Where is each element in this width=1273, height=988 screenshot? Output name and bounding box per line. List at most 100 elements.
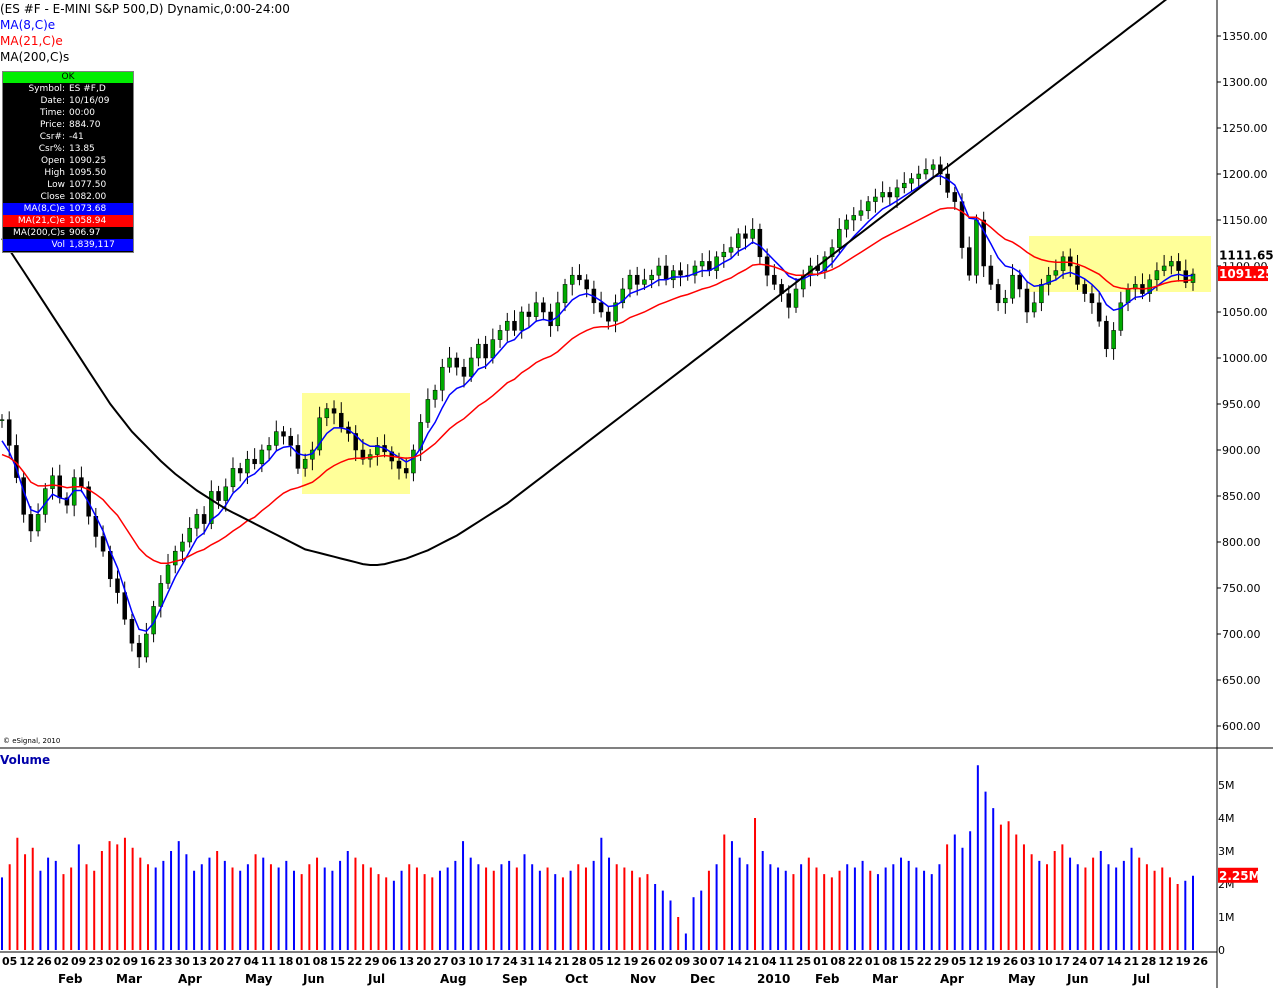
date-day-label: 13 — [192, 955, 207, 968]
cursor-row-key: Symbol: — [28, 84, 65, 94]
candle-body — [930, 164, 936, 170]
date-month-label: 2010 — [757, 972, 790, 986]
date-day-label: 02 — [54, 955, 69, 968]
candle-body — [396, 460, 402, 469]
chart-title: (ES #F - E-MINI S&P 500,D) Dynamic,0:00-… — [0, 2, 290, 16]
price-tick-label: 1300.00 — [1222, 76, 1268, 89]
cursor-row-value: ES #F,D — [69, 84, 106, 94]
date-day-label: 15 — [330, 955, 345, 968]
candle-body — [1133, 284, 1138, 290]
candle-body — [1147, 279, 1152, 294]
date-day-label: 23 — [157, 955, 172, 968]
date-day-label: 07 — [710, 955, 725, 968]
candle-body — [1031, 302, 1037, 313]
candle-body — [1118, 302, 1124, 331]
price-tick-label: 1250.00 — [1222, 122, 1268, 135]
date-day-label: 26 — [1003, 955, 1019, 968]
candle-body — [1125, 288, 1131, 304]
candle-body — [403, 468, 409, 474]
ma-line-ma200 — [1, 0, 1168, 566]
candle-body — [468, 357, 474, 377]
date-day-label: 16 — [140, 955, 156, 968]
date-day-label: 08 — [882, 955, 897, 968]
candle-body — [165, 564, 171, 584]
cursor-ok-button[interactable]: OK — [3, 72, 133, 83]
volume-title: Volume — [0, 753, 51, 767]
candle-body — [136, 642, 142, 658]
candle-body — [360, 449, 366, 460]
candle-body — [216, 491, 221, 501]
candle-body — [981, 219, 986, 267]
date-month-label: Apr — [940, 972, 964, 986]
date-month-label: Jun — [302, 972, 325, 986]
candle-body — [454, 357, 459, 368]
date-day-label: 09 — [675, 955, 690, 968]
cursor-row-key: Csr%: — [38, 144, 65, 154]
candle-body — [497, 330, 503, 340]
date-day-label: 12 — [19, 955, 34, 968]
date-day-label: 02 — [106, 955, 121, 968]
cursor-row-key: High — [44, 168, 65, 178]
candle-body — [281, 431, 286, 437]
moving-average-lines — [1, 0, 1194, 633]
candle-body — [995, 284, 1001, 304]
candle-body — [909, 178, 914, 184]
candle-body — [938, 164, 943, 175]
candle-body — [1082, 284, 1087, 294]
cursor-row-key: Vol — [51, 240, 65, 250]
cursor-row-value: 1073.68 — [69, 204, 107, 214]
date-day-label: 08 — [830, 955, 845, 968]
candle-body — [259, 449, 265, 465]
cursor-row: Low 1077.50 — [3, 179, 133, 191]
date-day-label: 21 — [744, 955, 759, 968]
date-day-label: 05 — [589, 955, 604, 968]
date-day-label: 01 — [865, 955, 880, 968]
candle-body — [237, 468, 243, 474]
candle-body — [1024, 288, 1030, 313]
candle-body — [959, 201, 965, 248]
cursor-row-key: MA(21,C)e — [17, 216, 65, 226]
candle-body — [1039, 284, 1044, 304]
date-day-label: 01 — [295, 955, 310, 968]
candle-body — [461, 366, 467, 377]
date-day-label: 20 — [416, 955, 432, 968]
cursor-row-value: 1082.00 — [69, 192, 107, 202]
candle-body — [577, 274, 582, 281]
date-day-label: 06 — [382, 955, 398, 968]
date-day-label: 04 — [761, 955, 777, 968]
date-month-label: Jul — [367, 972, 385, 986]
last-value-labels: 1111.65 1091.25 2.25M — [1218, 247, 1273, 883]
price-tick-label: 1000.00 — [1222, 352, 1268, 365]
candle-body — [129, 619, 135, 644]
candle-body — [1060, 256, 1066, 271]
price-tick-label: 1200.00 — [1222, 168, 1268, 181]
cursor-row-key: MA(200,C)s — [13, 228, 65, 238]
candle-body — [887, 192, 893, 198]
date-month-label: Feb — [815, 972, 840, 986]
cursor-row-key: Low — [47, 180, 65, 190]
volume-bars — [1, 765, 1194, 950]
candle-body — [642, 279, 647, 285]
date-day-label: 26 — [1193, 955, 1209, 968]
date-day-label: 07 — [1089, 955, 1104, 968]
date-day-label: 31 — [520, 955, 535, 968]
date-day-label: 05 — [951, 955, 966, 968]
candle-body — [844, 219, 849, 230]
date-day-label: 13 — [399, 955, 414, 968]
candle-body — [1096, 302, 1102, 322]
cursor-row: Date: 10/16/09 — [3, 95, 133, 107]
cursor-info-panel[interactable]: OK Symbol: ES #F,D Date: 10/16/09 Time: 00:00… — [2, 71, 134, 253]
cursor-row: Time: 00:00 — [3, 107, 133, 119]
price-tick-label: 900.00 — [1222, 444, 1261, 457]
volume-tick-label: 4M — [1218, 812, 1235, 825]
candle-body — [988, 265, 994, 285]
price-tick-label: 700.00 — [1222, 628, 1261, 641]
candle-body — [916, 173, 921, 179]
date-day-label: 02 — [658, 955, 673, 968]
last-price-label: 1091.25 — [1219, 267, 1273, 281]
date-day-label: 08 — [313, 955, 328, 968]
legend-ma8: MA(8,C)e — [0, 18, 56, 32]
candle-body — [692, 265, 698, 276]
cursor-row: MA(21,C)e 1058.94 — [3, 215, 133, 227]
candle-body — [158, 583, 164, 607]
